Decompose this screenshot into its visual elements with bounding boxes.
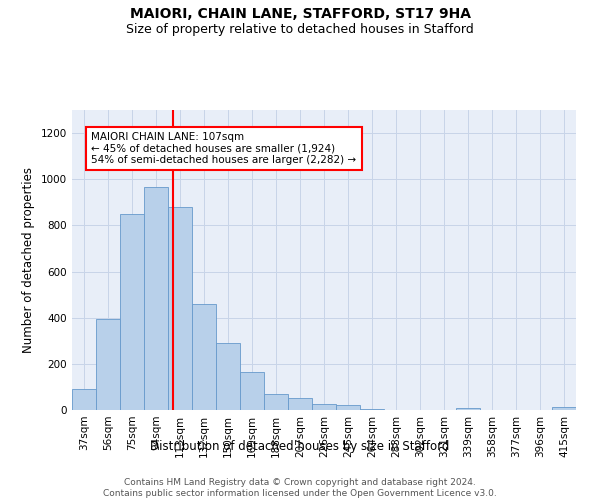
Bar	[288, 398, 312, 410]
Bar	[552, 406, 576, 410]
Bar	[456, 408, 480, 410]
Bar	[216, 343, 240, 410]
Bar	[336, 406, 360, 410]
Text: MAIORI, CHAIN LANE, STAFFORD, ST17 9HA: MAIORI, CHAIN LANE, STAFFORD, ST17 9HA	[130, 8, 470, 22]
Text: Distribution of detached houses by size in Stafford: Distribution of detached houses by size …	[151, 440, 449, 453]
Text: Contains HM Land Registry data © Crown copyright and database right 2024.
Contai: Contains HM Land Registry data © Crown c…	[103, 478, 497, 498]
Text: MAIORI CHAIN LANE: 107sqm
← 45% of detached houses are smaller (1,924)
54% of se: MAIORI CHAIN LANE: 107sqm ← 45% of detac…	[91, 132, 356, 165]
Bar	[168, 207, 192, 410]
Bar	[120, 214, 144, 410]
Text: Size of property relative to detached houses in Stafford: Size of property relative to detached ho…	[126, 22, 474, 36]
Bar	[144, 188, 168, 410]
Bar	[312, 404, 336, 410]
Y-axis label: Number of detached properties: Number of detached properties	[22, 167, 35, 353]
Bar	[192, 304, 216, 410]
Bar	[264, 394, 288, 410]
Bar	[360, 409, 384, 410]
Bar	[240, 372, 264, 410]
Bar	[96, 319, 120, 410]
Bar	[72, 389, 96, 410]
